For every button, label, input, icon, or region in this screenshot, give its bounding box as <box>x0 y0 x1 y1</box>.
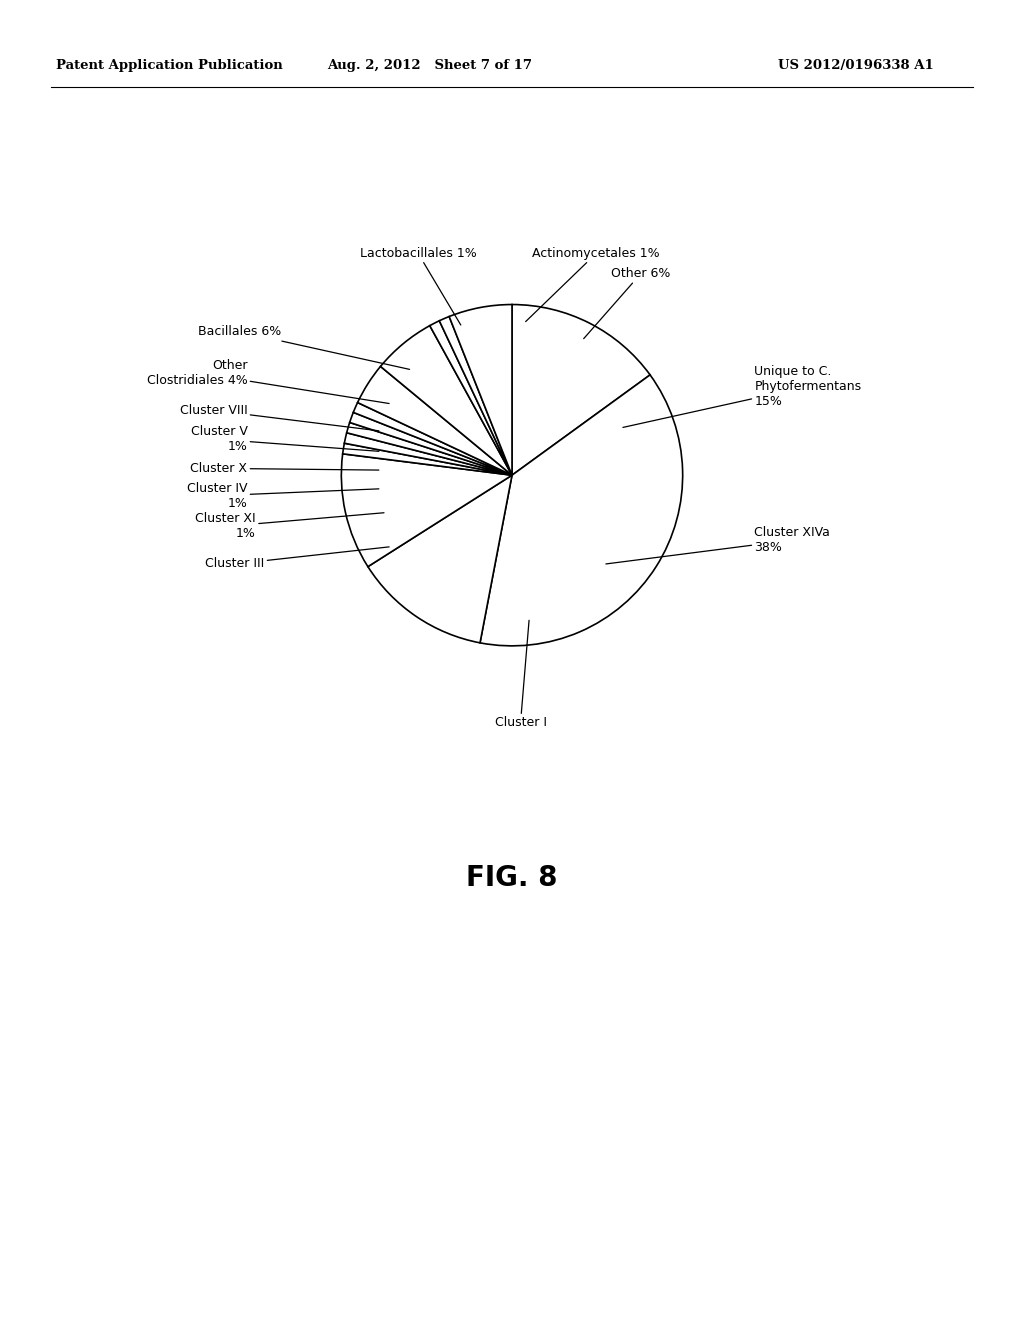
Text: Unique to C.
Phytofermentans
15%: Unique to C. Phytofermentans 15% <box>623 364 861 428</box>
Text: Cluster XIVa
38%: Cluster XIVa 38% <box>606 527 830 564</box>
Text: Actinomycetales 1%: Actinomycetales 1% <box>525 247 660 322</box>
Text: Cluster X: Cluster X <box>190 462 379 475</box>
Text: Other
Clostridiales 4%: Other Clostridiales 4% <box>146 359 389 404</box>
Wedge shape <box>347 422 512 475</box>
Wedge shape <box>430 321 512 475</box>
Wedge shape <box>353 403 512 475</box>
Text: Cluster IV
1%: Cluster IV 1% <box>187 482 379 510</box>
Text: Cluster XI
1%: Cluster XI 1% <box>196 512 384 540</box>
Wedge shape <box>480 375 683 645</box>
Text: Cluster III: Cluster III <box>205 546 389 570</box>
Text: Patent Application Publication: Patent Application Publication <box>56 59 283 73</box>
Text: Cluster VIII: Cluster VIII <box>180 404 379 430</box>
Wedge shape <box>357 367 512 475</box>
Wedge shape <box>381 326 512 475</box>
Wedge shape <box>341 454 512 566</box>
Wedge shape <box>368 475 512 643</box>
Wedge shape <box>349 412 512 475</box>
Wedge shape <box>439 317 512 475</box>
Text: Cluster V
1%: Cluster V 1% <box>190 425 379 453</box>
Text: Cluster I: Cluster I <box>495 620 547 729</box>
Text: Aug. 2, 2012   Sheet 7 of 17: Aug. 2, 2012 Sheet 7 of 17 <box>328 59 532 73</box>
Text: Bacillales 6%: Bacillales 6% <box>199 325 410 370</box>
Text: FIG. 8: FIG. 8 <box>466 863 558 892</box>
Text: Other 6%: Other 6% <box>584 268 671 339</box>
Wedge shape <box>450 305 512 475</box>
Wedge shape <box>344 433 512 475</box>
Wedge shape <box>343 444 512 475</box>
Text: Lactobacillales 1%: Lactobacillales 1% <box>359 247 476 325</box>
Wedge shape <box>512 305 650 475</box>
Text: US 2012/0196338 A1: US 2012/0196338 A1 <box>778 59 934 73</box>
